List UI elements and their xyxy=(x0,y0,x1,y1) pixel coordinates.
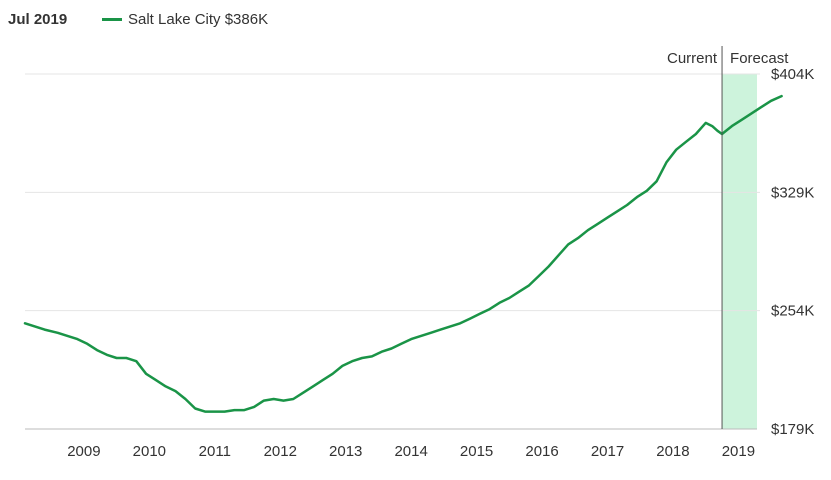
x-tick-label: 2009 xyxy=(67,443,100,460)
y-tick-label: $404K xyxy=(771,66,814,83)
x-tick-label: 2012 xyxy=(264,443,297,460)
y-tick-label: $329K xyxy=(771,184,814,201)
y-axis-ticks: $179K $254K $329K $404K xyxy=(771,66,814,438)
legend-swatch xyxy=(102,18,122,21)
grid-lines xyxy=(25,73,760,430)
x-tick-label: 2016 xyxy=(525,443,558,460)
legend-date: Jul 2019 xyxy=(8,11,68,28)
x-axis-ticks: 2009 2010 2011 2012 2013 2014 2015 2016 2017 2018… xyxy=(67,443,755,460)
x-tick-label: 2019 xyxy=(722,443,755,460)
x-tick-label: 2013 xyxy=(329,443,362,460)
series-line-forecast[interactable] xyxy=(720,94,783,136)
forecast-band xyxy=(722,74,757,429)
legend-series-item[interactable]: Salt Lake City $386K xyxy=(102,11,268,28)
x-tick-label: 2017 xyxy=(591,443,624,460)
current-forecast-markers: Current Forecast xyxy=(667,46,789,429)
forecast-region xyxy=(722,74,757,429)
legend-series-label: Salt Lake City $386K xyxy=(128,11,269,28)
y-tick-label: $179K xyxy=(771,421,814,438)
series-line-history[interactable] xyxy=(23,121,724,413)
x-tick-label: 2018 xyxy=(656,443,689,460)
y-tick-label: $254K xyxy=(771,303,814,320)
forecast-label: Forecast xyxy=(730,50,789,67)
series-lines xyxy=(23,94,783,413)
x-tick-label: 2015 xyxy=(460,443,493,460)
x-tick-label: 2014 xyxy=(394,443,427,460)
current-label: Current xyxy=(667,50,718,67)
x-tick-label: 2010 xyxy=(133,443,166,460)
x-tick-label: 2011 xyxy=(199,443,231,460)
